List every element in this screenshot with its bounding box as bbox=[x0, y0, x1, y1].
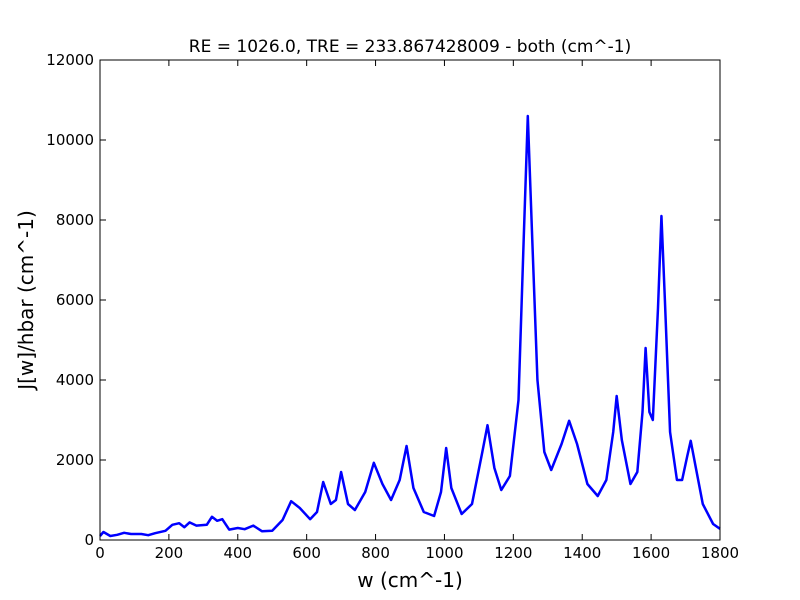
y-tick-label: 10000 bbox=[46, 131, 94, 149]
x-tick-label: 1400 bbox=[563, 544, 601, 562]
x-tick-label: 400 bbox=[223, 544, 252, 562]
x-axis-label: w (cm^-1) bbox=[357, 568, 463, 592]
y-tick-label: 0 bbox=[84, 531, 94, 549]
y-tick-label: 2000 bbox=[56, 451, 94, 469]
x-tick-label: 200 bbox=[155, 544, 184, 562]
y-axis-label: J[w]/hbar (cm^-1) bbox=[14, 210, 38, 392]
x-tick-label: 0 bbox=[95, 544, 105, 562]
y-tick-label: 12000 bbox=[46, 51, 94, 69]
x-tick-label: 1600 bbox=[632, 544, 670, 562]
y-tick-label: 6000 bbox=[56, 291, 94, 309]
x-tick-label: 800 bbox=[361, 544, 390, 562]
x-tick-label: 1200 bbox=[494, 544, 532, 562]
x-tick-label: 1000 bbox=[425, 544, 463, 562]
x-tick-label: 1800 bbox=[701, 544, 739, 562]
y-tick-label: 4000 bbox=[56, 371, 94, 389]
y-tick-label: 8000 bbox=[56, 211, 94, 229]
plot-frame bbox=[99, 59, 721, 541]
x-tick-label: 600 bbox=[292, 544, 321, 562]
data-line bbox=[99, 114, 721, 538]
chart-title: RE = 1026.0, TRE = 233.867428009 - both … bbox=[189, 37, 631, 57]
